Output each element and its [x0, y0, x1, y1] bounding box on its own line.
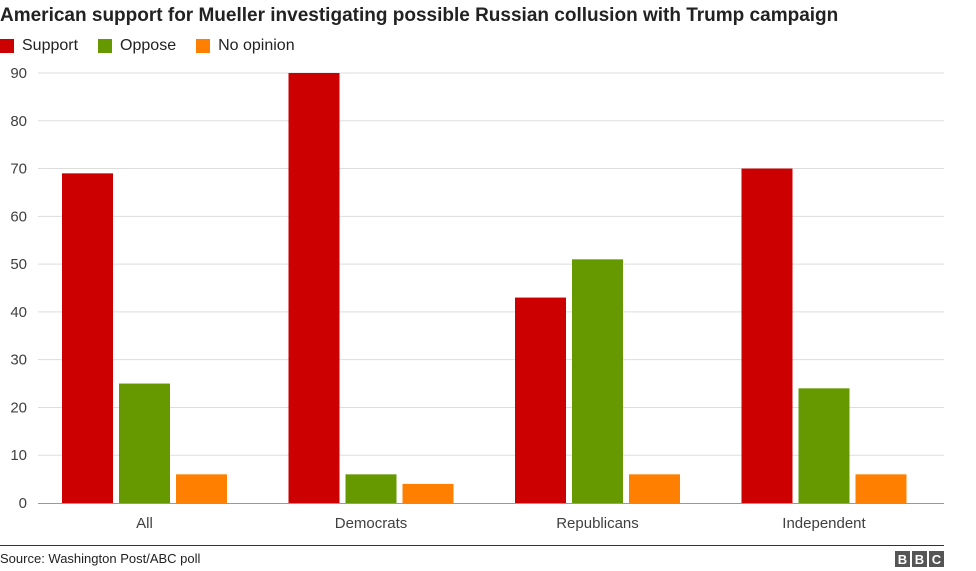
bar [176, 474, 227, 503]
bar [62, 173, 113, 504]
legend-item-support: Support [0, 37, 78, 55]
bbc-logo-letter: B [912, 551, 927, 567]
bar-chart: 0 10 20 30 40 50 60 70 80 90 All Democrats Republica… [10, 65, 944, 532]
y-tick-label: 50 [10, 256, 27, 273]
source-note: Source: Washington Post/ABC poll [0, 551, 201, 566]
y-tick-label: 40 [10, 304, 27, 321]
bar [629, 474, 680, 503]
y-tick-label: 30 [10, 352, 27, 369]
y-tick-label: 90 [10, 65, 27, 82]
legend-item-no-opinion: No opinion [196, 37, 295, 55]
bar [345, 474, 397, 503]
bar [402, 483, 454, 503]
y-tick-label: 80 [10, 113, 27, 130]
bar [515, 297, 566, 503]
legend-swatch-oppose [98, 39, 113, 53]
bar [288, 73, 340, 503]
bbc-logo-letter: C [929, 551, 944, 567]
legend-swatch-no-opinion [196, 39, 211, 53]
bar [798, 388, 850, 503]
x-tick-label: Democrats [335, 515, 408, 532]
chart-legend: Support Oppose No opinion [0, 37, 315, 55]
bbc-logo: B B C [893, 551, 944, 567]
bar [741, 168, 793, 504]
legend-item-oppose: Oppose [98, 37, 176, 55]
legend-label-support: Support [22, 37, 79, 54]
bar [119, 383, 170, 503]
y-tick-label: 60 [10, 208, 27, 225]
y-tick-label: 70 [10, 161, 27, 178]
chart-title: American support for Mueller investigati… [0, 5, 839, 26]
y-tick-label: 20 [10, 399, 27, 416]
x-tick-label: Independent [782, 515, 866, 532]
footer-divider [0, 545, 944, 546]
x-tick-label: All [136, 515, 153, 532]
bbc-logo-letter: B [895, 551, 910, 567]
bar [855, 474, 907, 503]
legend-label-oppose: Oppose [120, 37, 177, 54]
bar [572, 259, 623, 503]
legend-label-no-opinion: No opinion [218, 37, 295, 54]
y-tick-label: 10 [10, 447, 27, 464]
legend-swatch-support [0, 39, 14, 53]
y-tick-label: 0 [19, 495, 27, 512]
x-tick-label: Republicans [556, 515, 639, 532]
